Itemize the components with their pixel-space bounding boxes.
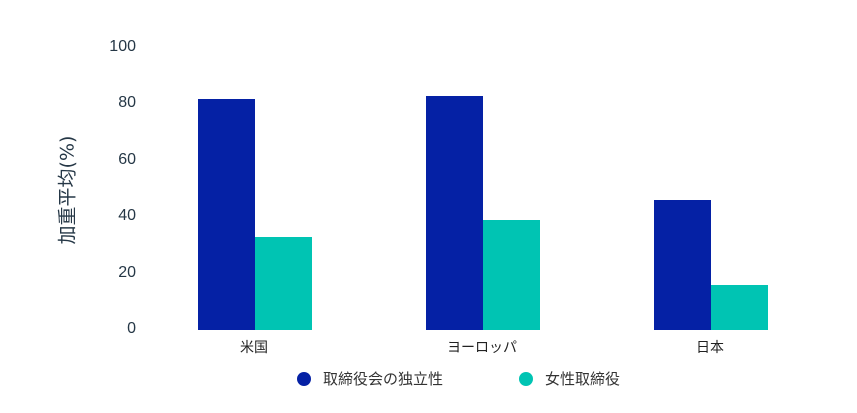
x-label-europe: ヨーロッパ	[447, 340, 517, 356]
y-axis-label: 加重平均(%)	[56, 135, 79, 245]
x-label-us: 米国	[240, 340, 268, 356]
legend-label: 女性取締役	[545, 370, 621, 388]
y-tick-40: 40	[118, 207, 136, 224]
legend-item-female-directors[interactable]: 女性取締役	[519, 368, 620, 389]
x-label-japan: 日本	[696, 340, 724, 356]
legend-label: 取締役会の独立性	[323, 370, 444, 388]
bar	[711, 284, 768, 330]
bar	[483, 220, 540, 330]
legend-item-board-independence[interactable]: 取締役会の独立性	[297, 368, 443, 389]
y-tick-20: 20	[118, 264, 136, 281]
y-tick-100: 100	[109, 38, 136, 55]
bar	[654, 200, 711, 330]
legend-dot-icon	[297, 371, 311, 386]
bar	[198, 98, 255, 330]
legend-dot-icon	[519, 371, 533, 386]
y-tick-0: 0	[127, 320, 136, 337]
y-tick-60: 60	[118, 151, 136, 168]
bar	[255, 236, 312, 330]
y-tick-80: 80	[118, 94, 136, 111]
bar	[426, 95, 483, 330]
